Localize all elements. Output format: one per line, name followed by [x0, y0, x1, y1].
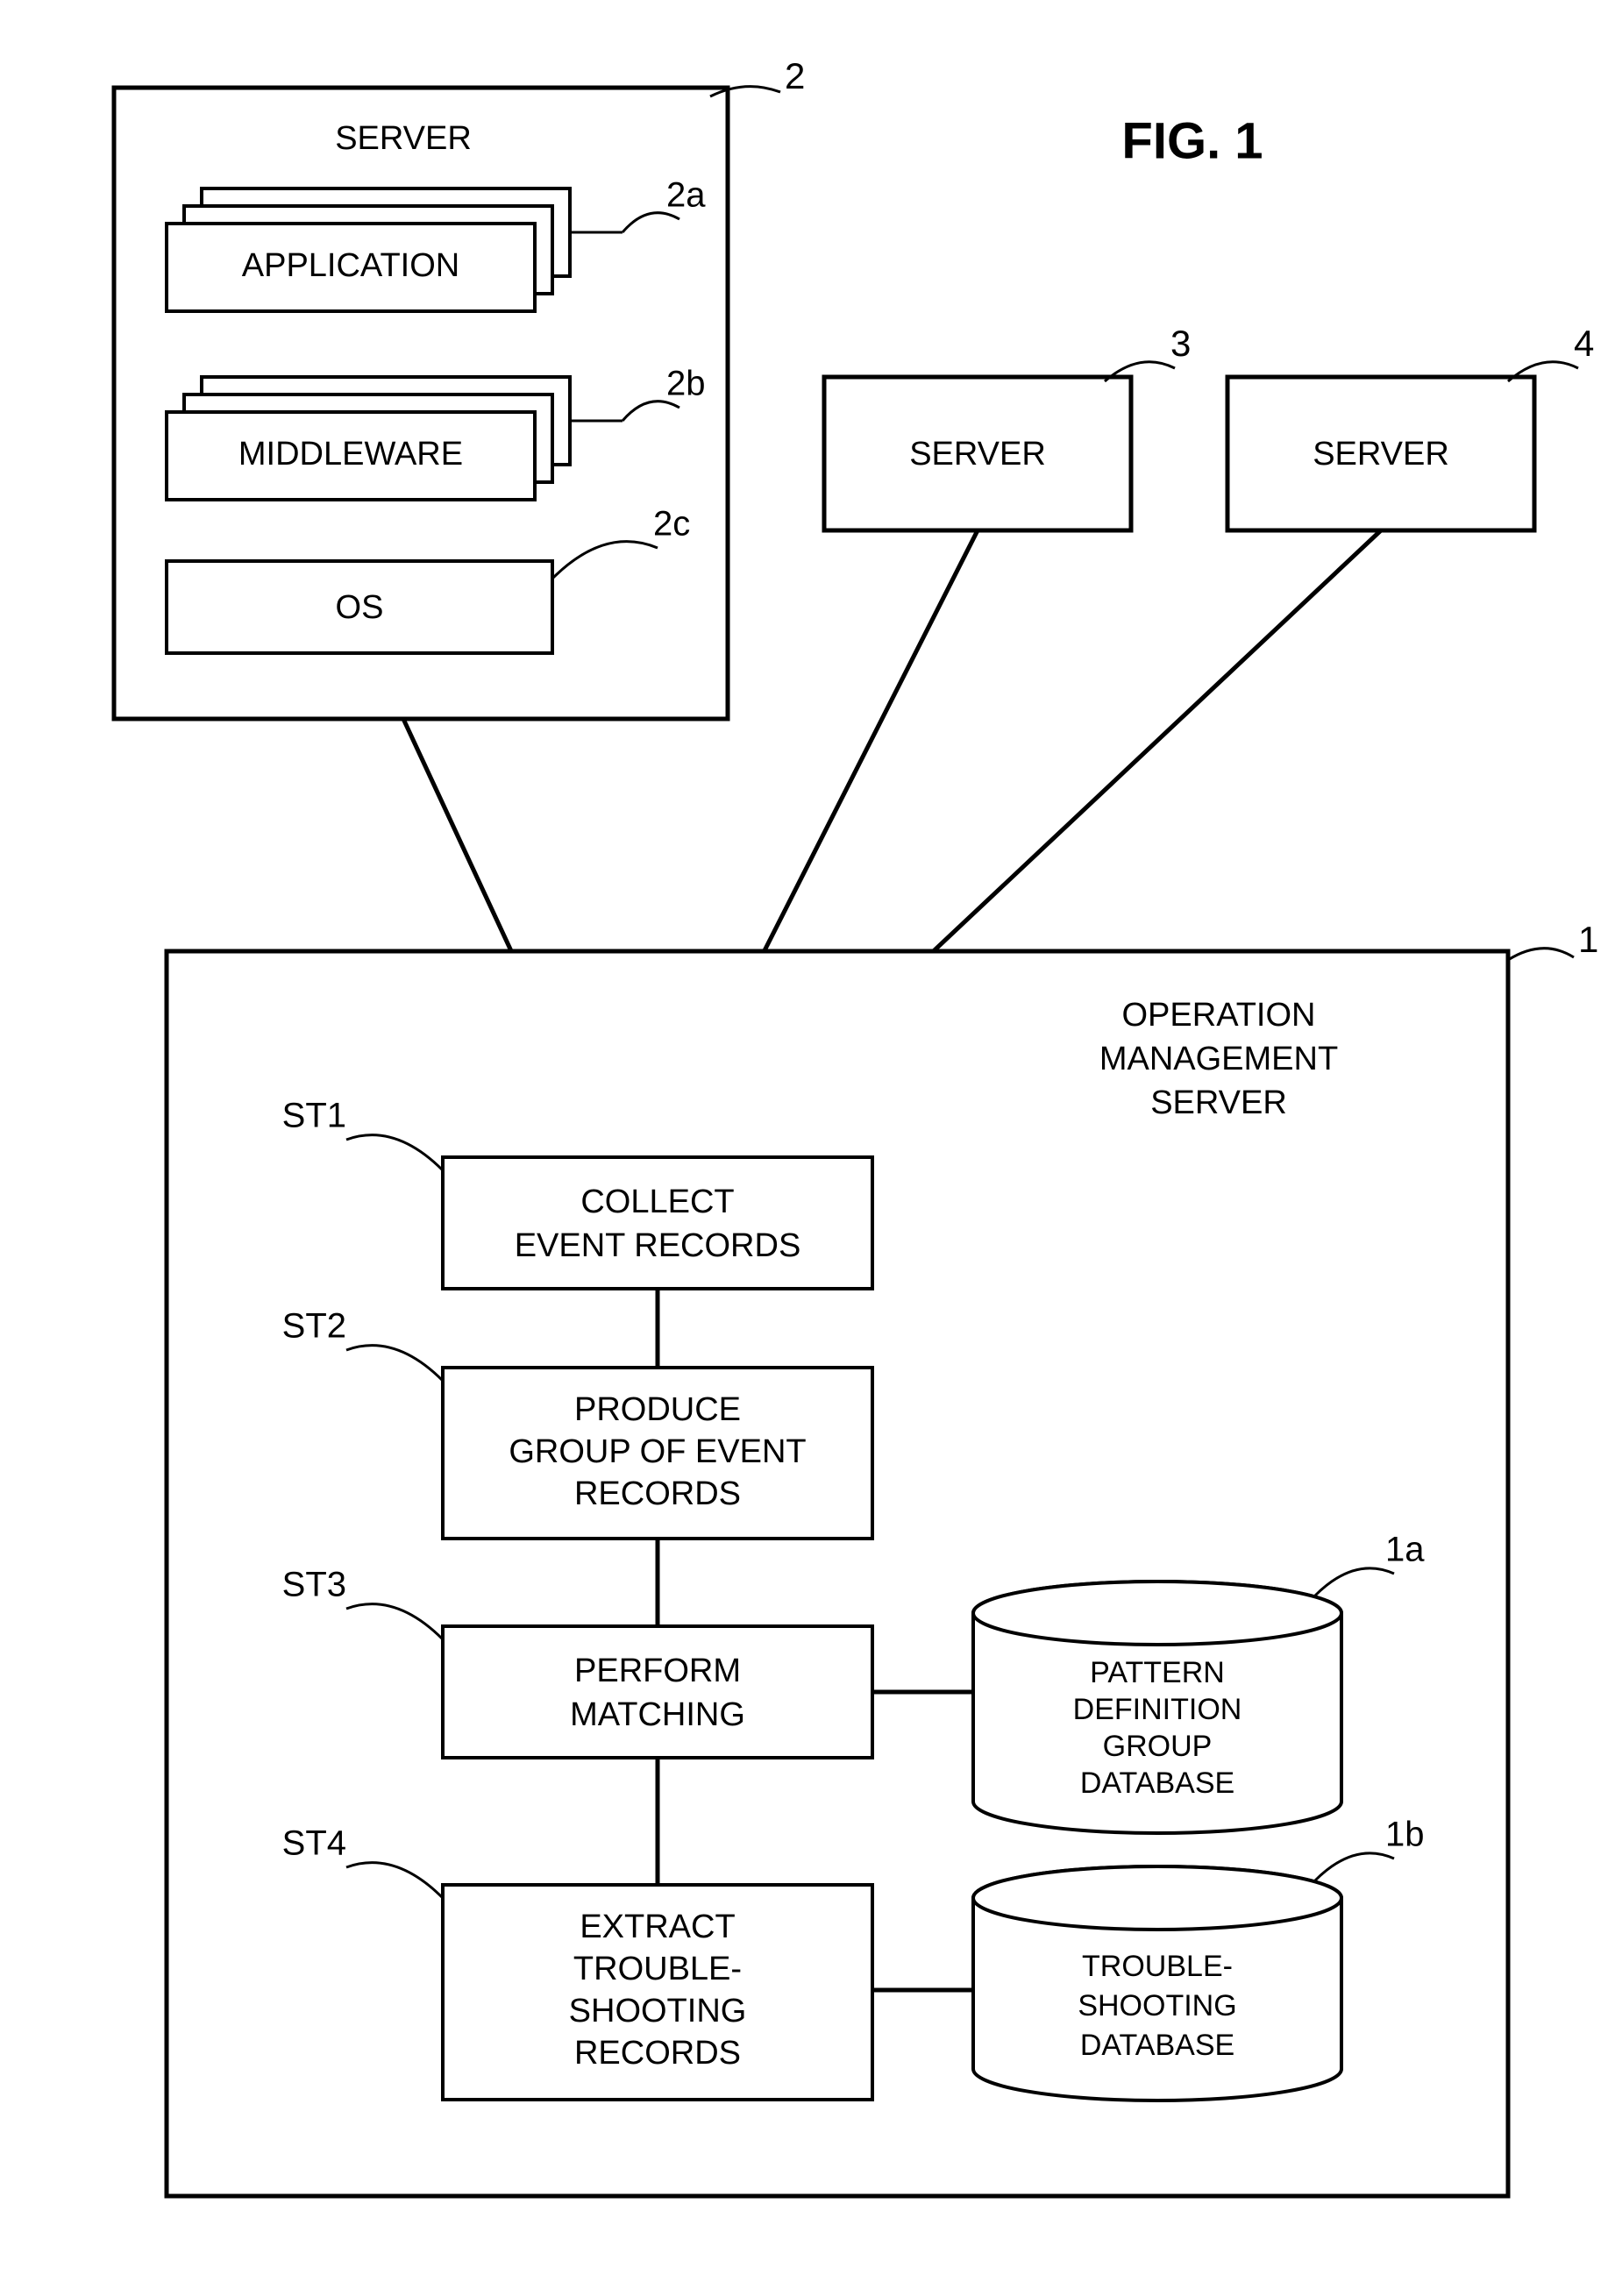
server4-tag: 4	[1574, 323, 1594, 364]
ops-title-2: MANAGEMENT	[1099, 1041, 1338, 1077]
st2-line2: GROUP OF EVENT	[509, 1433, 806, 1470]
st3-line1: PERFORM	[574, 1653, 741, 1689]
db1a-tag: 1a	[1385, 1531, 1425, 1569]
server4-label: SERVER	[1313, 436, 1449, 473]
server3-tag: 3	[1170, 323, 1191, 364]
application-label: APPLICATION	[242, 247, 459, 284]
os-label: OS	[336, 589, 384, 626]
server2-title: SERVER	[335, 120, 472, 157]
ops-tag: 1	[1578, 919, 1598, 960]
db1b-line3: DATABASE	[1080, 2029, 1234, 2062]
db1a-line2: DEFINITION	[1073, 1693, 1242, 1726]
middleware-tag: 2b	[666, 365, 706, 403]
server2-group: SERVER 2 APPLICATION 2a MIDDLEWARE 2b OS…	[114, 55, 805, 719]
server2-tag: 2	[785, 55, 805, 96]
db1b-tag: 1b	[1385, 1816, 1425, 1854]
db1a-line3: GROUP	[1103, 1730, 1213, 1763]
server4-group: SERVER 4	[1227, 323, 1594, 530]
figure-title: FIG. 1	[1121, 112, 1263, 169]
st3-tag: ST3	[282, 1566, 346, 1604]
ops-title-3: SERVER	[1150, 1084, 1287, 1121]
db1b-line1: TROUBLE-	[1082, 1950, 1233, 1983]
st1-tag: ST1	[282, 1097, 346, 1135]
st4-line3: SHOOTING	[569, 1993, 747, 2029]
ops-server-group: OPERATION MANAGEMENT SERVER 1 COLLECT EV…	[167, 919, 1598, 2196]
server3-label: SERVER	[909, 436, 1046, 473]
st4-line1: EXTRACT	[580, 1909, 735, 1945]
db1a-line4: DATABASE	[1080, 1766, 1234, 1800]
db1a-line1: PATTERN	[1090, 1656, 1225, 1689]
application-tag: 2a	[666, 176, 706, 215]
st4-tag: ST4	[282, 1824, 346, 1863]
st2-tag: ST2	[282, 1307, 346, 1346]
st1-line1: COLLECT	[580, 1184, 734, 1220]
ops-title-1: OPERATION	[1122, 997, 1316, 1034]
os-tag: 2c	[653, 505, 690, 544]
diagram-canvas: FIG. 1 SERVER 2 APPLICATION 2a MIDDLEWAR…	[0, 0, 1615, 2296]
st4-line4: RECORDS	[574, 2035, 741, 2072]
middleware-label: MIDDLEWARE	[238, 436, 463, 473]
st1-line2: EVENT RECORDS	[515, 1227, 801, 1264]
server3-group: SERVER 3	[824, 323, 1191, 530]
st2-line1: PRODUCE	[574, 1391, 741, 1428]
st2-line3: RECORDS	[574, 1475, 741, 1512]
st3-line2: MATCHING	[570, 1696, 745, 1733]
db1b-line2: SHOOTING	[1078, 1989, 1236, 2022]
st4-line2: TROUBLE-	[573, 1951, 742, 1987]
